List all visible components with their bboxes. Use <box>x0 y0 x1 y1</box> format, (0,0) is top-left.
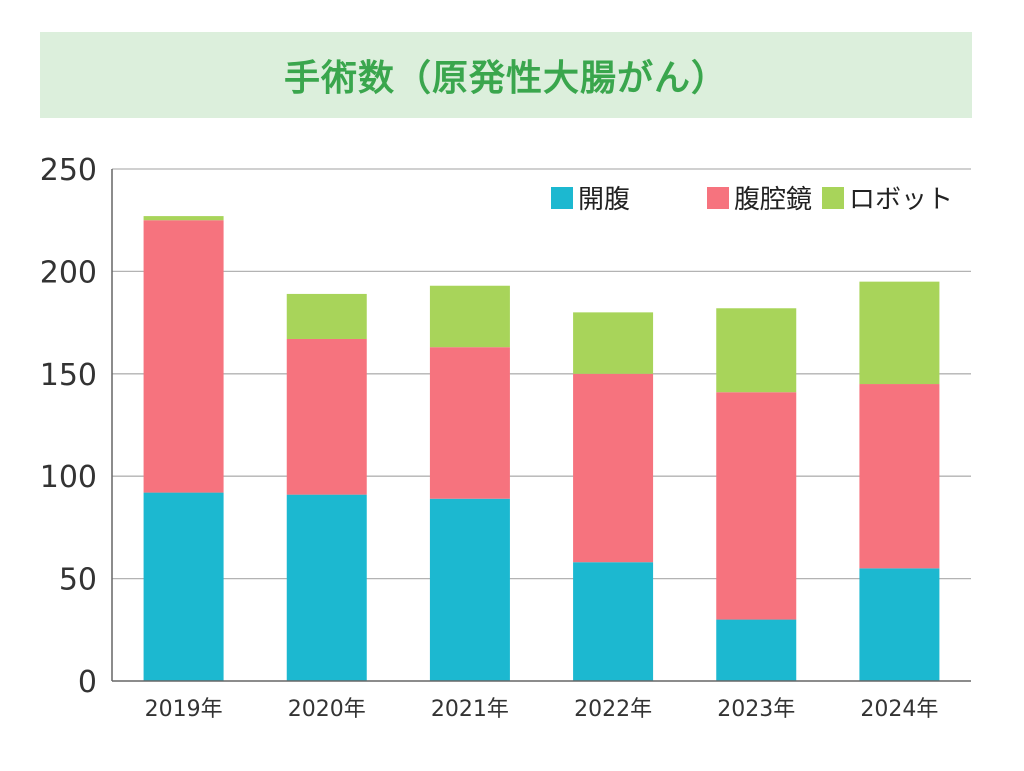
bar-segment <box>573 373 654 563</box>
x-tick-label: 2023年 <box>717 697 795 722</box>
y-tick-label: 150 <box>40 358 97 393</box>
x-tick-label: 2019年 <box>145 697 223 722</box>
bar-segment <box>286 293 367 339</box>
x-tick-label: 2022年 <box>574 697 652 722</box>
bar-segment <box>143 492 224 681</box>
x-tick-label: 2020年 <box>288 697 366 722</box>
bar-segment <box>859 281 940 385</box>
bar-segment <box>716 308 797 393</box>
bar-segment <box>716 392 797 620</box>
axes: 0 50 100 150 200 250 2019年 2020年 2021年 2022年 2023年… <box>40 153 971 722</box>
bar-segment <box>429 498 510 681</box>
bars <box>143 216 940 681</box>
bar-segment <box>429 285 510 348</box>
y-tick-label: 0 <box>78 665 97 700</box>
legend-label: ロボット <box>849 185 953 215</box>
y-tick-label: 50 <box>59 563 97 598</box>
bar-segment <box>286 494 367 681</box>
bar-segment <box>859 568 940 681</box>
bar-segment <box>286 338 367 495</box>
legend: 開腹 腹腔鏡 ロボット <box>551 185 953 215</box>
bar-segment <box>716 619 797 681</box>
title-banner: 手術数（原発性大腸がん） <box>40 32 972 118</box>
bar-segment <box>429 347 510 499</box>
y-tick-label: 200 <box>40 255 97 290</box>
x-tick-label: 2021年 <box>431 697 509 722</box>
bar-segment <box>143 216 224 221</box>
legend-swatch <box>551 187 573 209</box>
legend-swatch <box>707 187 729 209</box>
bar-segment <box>859 384 940 569</box>
legend-swatch <box>822 187 844 209</box>
legend-label: 開腹 <box>578 185 630 215</box>
grid-lines <box>112 168 971 580</box>
bar-segment <box>573 312 654 374</box>
legend-label: 腹腔鏡 <box>734 185 812 215</box>
chart-title: 手術数（原発性大腸がん） <box>283 58 728 99</box>
y-tick-label: 100 <box>40 460 97 495</box>
x-tick-label: 2024年 <box>860 697 938 722</box>
bar-segment <box>573 562 654 681</box>
y-tick-label: 250 <box>40 153 97 188</box>
bar-segment <box>143 220 224 493</box>
